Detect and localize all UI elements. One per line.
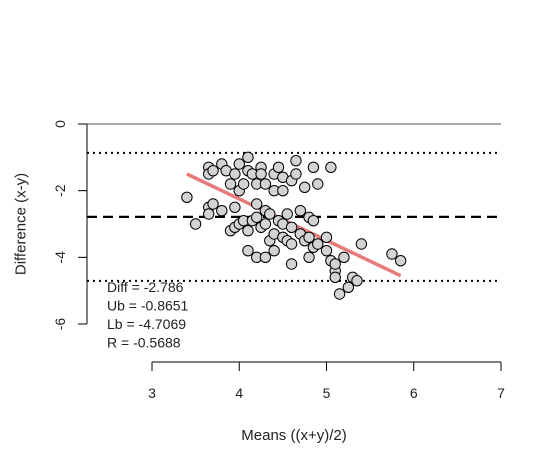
data-point bbox=[268, 244, 280, 257]
data-point bbox=[251, 211, 263, 224]
annotation-text: Ub = -0.8651 bbox=[107, 298, 189, 314]
data-point bbox=[338, 251, 350, 264]
data-point bbox=[237, 178, 250, 190]
y-tick-label: -4 bbox=[52, 251, 68, 264]
data-point bbox=[290, 168, 302, 180]
annotations-group: Diff = -2.786 Ub = -0.8651 Lb = -4.7069 R =… bbox=[107, 279, 189, 351]
data-point bbox=[285, 258, 298, 270]
annotation-text: R = -0.5688 bbox=[107, 335, 181, 351]
data-point bbox=[242, 224, 254, 237]
y-tick-label: -2 bbox=[52, 184, 68, 197]
data-point bbox=[229, 168, 241, 180]
data-point bbox=[259, 251, 272, 264]
points-group bbox=[181, 151, 407, 300]
annotation-text: Diff = -2.786 bbox=[107, 279, 184, 295]
annotation-text: Lb = -4.7069 bbox=[107, 316, 186, 332]
y-tick-label: 0 bbox=[52, 120, 68, 128]
data-point bbox=[264, 208, 276, 220]
x-tick-label: 5 bbox=[323, 385, 331, 401]
data-point bbox=[320, 244, 333, 257]
data-point bbox=[259, 178, 272, 190]
data-point bbox=[298, 181, 311, 194]
y-axis-label: Difference (x-y) bbox=[12, 173, 29, 275]
data-point bbox=[320, 231, 333, 244]
data-point bbox=[251, 198, 263, 210]
data-point bbox=[224, 178, 237, 190]
data-point bbox=[312, 238, 324, 250]
data-point bbox=[242, 244, 254, 257]
data-point bbox=[181, 191, 193, 204]
data-point bbox=[329, 258, 341, 270]
data-point bbox=[294, 204, 307, 217]
x-axis-label: Means ((x+y)/2) bbox=[241, 427, 346, 444]
data-point bbox=[394, 254, 407, 267]
data-point bbox=[189, 218, 202, 230]
data-point bbox=[325, 161, 337, 174]
x-tick-label: 3 bbox=[148, 385, 156, 401]
data-point bbox=[233, 158, 245, 170]
y-tick-label: -6 bbox=[52, 318, 68, 331]
data-point bbox=[303, 251, 315, 264]
x-tick-label: 4 bbox=[235, 385, 243, 401]
data-point bbox=[259, 218, 272, 230]
x-tick-label: 6 bbox=[410, 385, 418, 401]
data-point bbox=[307, 161, 320, 174]
data-point bbox=[229, 201, 241, 214]
data-point bbox=[207, 198, 219, 210]
data-point bbox=[290, 154, 302, 167]
data-point bbox=[242, 151, 254, 164]
data-point bbox=[203, 208, 215, 220]
data-point bbox=[351, 274, 363, 287]
data-point bbox=[285, 238, 298, 250]
data-point bbox=[329, 271, 341, 284]
x-tick-label: 7 bbox=[497, 385, 505, 401]
data-point bbox=[333, 288, 346, 300]
data-point bbox=[281, 208, 293, 220]
data-point bbox=[303, 231, 315, 244]
data-point bbox=[216, 204, 228, 217]
data-point bbox=[255, 168, 267, 180]
data-point bbox=[342, 281, 355, 294]
data-point bbox=[386, 248, 398, 260]
data-point bbox=[272, 161, 285, 174]
data-point bbox=[277, 184, 289, 197]
data-point bbox=[307, 214, 320, 227]
data-point bbox=[312, 178, 324, 190]
reference-lines-group bbox=[87, 123, 501, 282]
axes-group: 0 -2 -4 -6 3 4 5 6 7 Means ((x+y)/2) Difference (x… bbox=[12, 120, 505, 444]
data-point bbox=[355, 238, 368, 250]
data-point bbox=[285, 221, 298, 234]
data-point bbox=[207, 164, 219, 177]
